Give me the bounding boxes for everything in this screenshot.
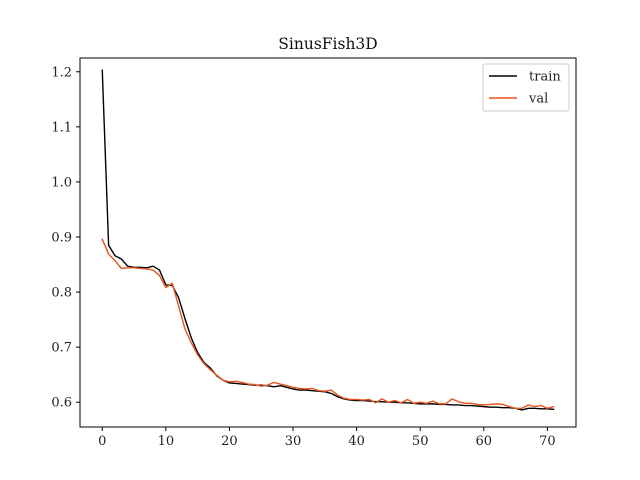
y-tick-label: 0.6 <box>51 396 72 411</box>
legend-label-val: val <box>528 92 548 107</box>
y-tick-label: 1.0 <box>51 175 72 190</box>
y-tick-label: 0.8 <box>51 286 72 301</box>
x-tick-label: 30 <box>285 434 302 449</box>
x-tick-label: 60 <box>476 434 493 449</box>
y-tick-label: 0.9 <box>51 230 72 245</box>
x-axis: 0 10 20 30 40 50 60 70 <box>98 427 556 449</box>
y-tick-label: 1.1 <box>51 120 72 135</box>
legend-label-train: train <box>529 70 561 85</box>
x-tick-label: 70 <box>539 434 556 449</box>
legend: train val <box>482 63 570 112</box>
y-tick-label: 0.7 <box>51 341 72 356</box>
series-layer <box>101 69 555 411</box>
y-tick-label: 1.2 <box>51 65 72 80</box>
x-tick-label: 50 <box>412 434 429 449</box>
x-tick-label: 10 <box>158 434 175 449</box>
x-tick-label: 20 <box>221 434 238 449</box>
plot-frame <box>79 57 577 428</box>
x-tick-label: 40 <box>348 434 365 449</box>
y-axis: 0.6 0.7 0.8 0.9 1.0 1.1 1.2 <box>51 65 80 411</box>
x-tick-label: 0 <box>98 434 106 449</box>
series-line-val <box>101 238 555 409</box>
series-line-train <box>101 69 555 411</box>
chart-title: SinusFish3D <box>278 35 377 53</box>
plot-area <box>79 57 577 428</box>
